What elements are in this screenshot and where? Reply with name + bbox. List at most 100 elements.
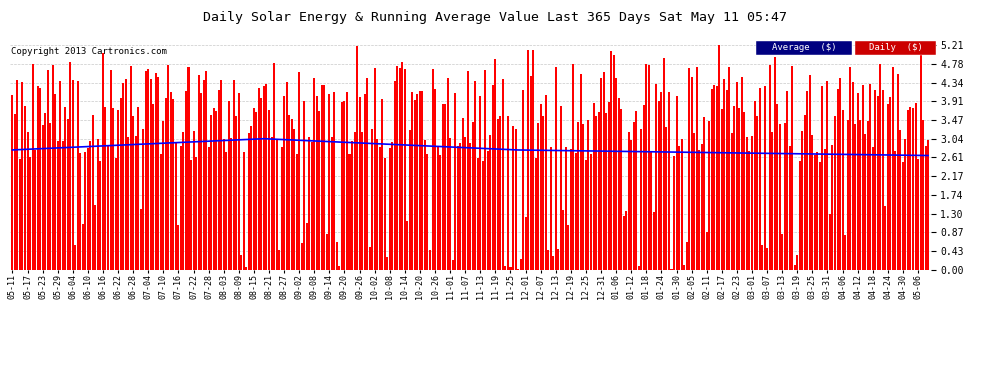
Bar [489,135,491,270]
Bar [94,206,96,270]
Bar [255,112,257,270]
Bar [308,137,310,270]
Bar [652,212,655,270]
Bar [177,225,179,270]
Bar [84,152,86,270]
Bar [195,157,197,270]
Bar [353,132,355,270]
Bar [34,150,36,270]
Bar [499,116,502,270]
Bar [729,67,731,270]
Bar [107,146,109,270]
Bar [766,248,768,270]
Bar [258,88,260,270]
Bar [182,132,184,270]
Bar [69,62,71,270]
Bar [339,266,341,270]
Bar [149,79,151,270]
Bar [79,153,81,270]
Bar [422,91,424,270]
Bar [557,249,559,270]
Bar [748,151,750,270]
Bar [50,123,51,270]
Bar [525,217,527,270]
Bar [675,96,677,270]
Bar [887,104,889,270]
Bar [451,260,453,270]
Bar [283,96,285,270]
Bar [547,251,549,270]
Bar [846,120,848,270]
Bar [127,137,129,270]
Bar [396,66,398,270]
Bar [812,135,814,270]
Bar [844,235,846,270]
Bar [59,81,61,270]
Bar [645,64,647,270]
Bar [459,143,461,270]
Bar [492,85,494,270]
Bar [758,88,760,270]
Bar [693,133,695,270]
Bar [263,86,265,270]
Bar [288,115,290,270]
Bar [603,72,605,270]
Bar [474,81,476,270]
Bar [510,267,512,270]
Bar [751,136,753,270]
Bar [866,121,868,270]
Bar [641,129,643,270]
Bar [391,142,393,270]
Bar [794,265,796,270]
Bar [409,130,411,270]
Bar [479,96,481,270]
Bar [120,99,122,270]
Bar [678,146,680,270]
Bar [64,107,66,270]
Bar [321,85,323,270]
Bar [250,126,252,270]
Bar [620,109,622,270]
Bar [658,101,660,270]
Bar [784,123,786,270]
Bar [213,108,215,270]
Bar [417,94,419,270]
Bar [143,129,145,270]
Bar [427,154,429,270]
Bar [925,146,927,270]
Bar [449,138,451,270]
Bar [859,120,861,270]
Bar [351,141,353,270]
Text: Daily  ($): Daily ($) [869,44,923,52]
Bar [856,93,858,270]
Bar [613,55,615,270]
Bar [296,154,298,270]
Bar [454,93,456,270]
Bar [753,100,755,270]
Bar [917,159,919,270]
Bar [165,98,167,270]
Bar [22,82,24,270]
Bar [691,76,693,270]
Bar [110,70,112,270]
Bar [298,72,300,270]
Bar [854,124,856,270]
Bar [238,93,240,270]
Bar [781,234,783,270]
Bar [894,151,896,270]
Bar [575,153,577,270]
FancyBboxPatch shape [855,40,937,55]
Bar [598,112,600,270]
Bar [185,91,187,270]
Bar [497,119,499,270]
Bar [140,209,142,270]
Bar [42,124,44,270]
Bar [920,45,922,270]
Bar [260,98,262,270]
Bar [530,76,532,270]
Bar [538,123,540,270]
Bar [324,85,326,270]
Bar [56,141,58,270]
Bar [726,90,728,270]
Bar [552,256,554,270]
